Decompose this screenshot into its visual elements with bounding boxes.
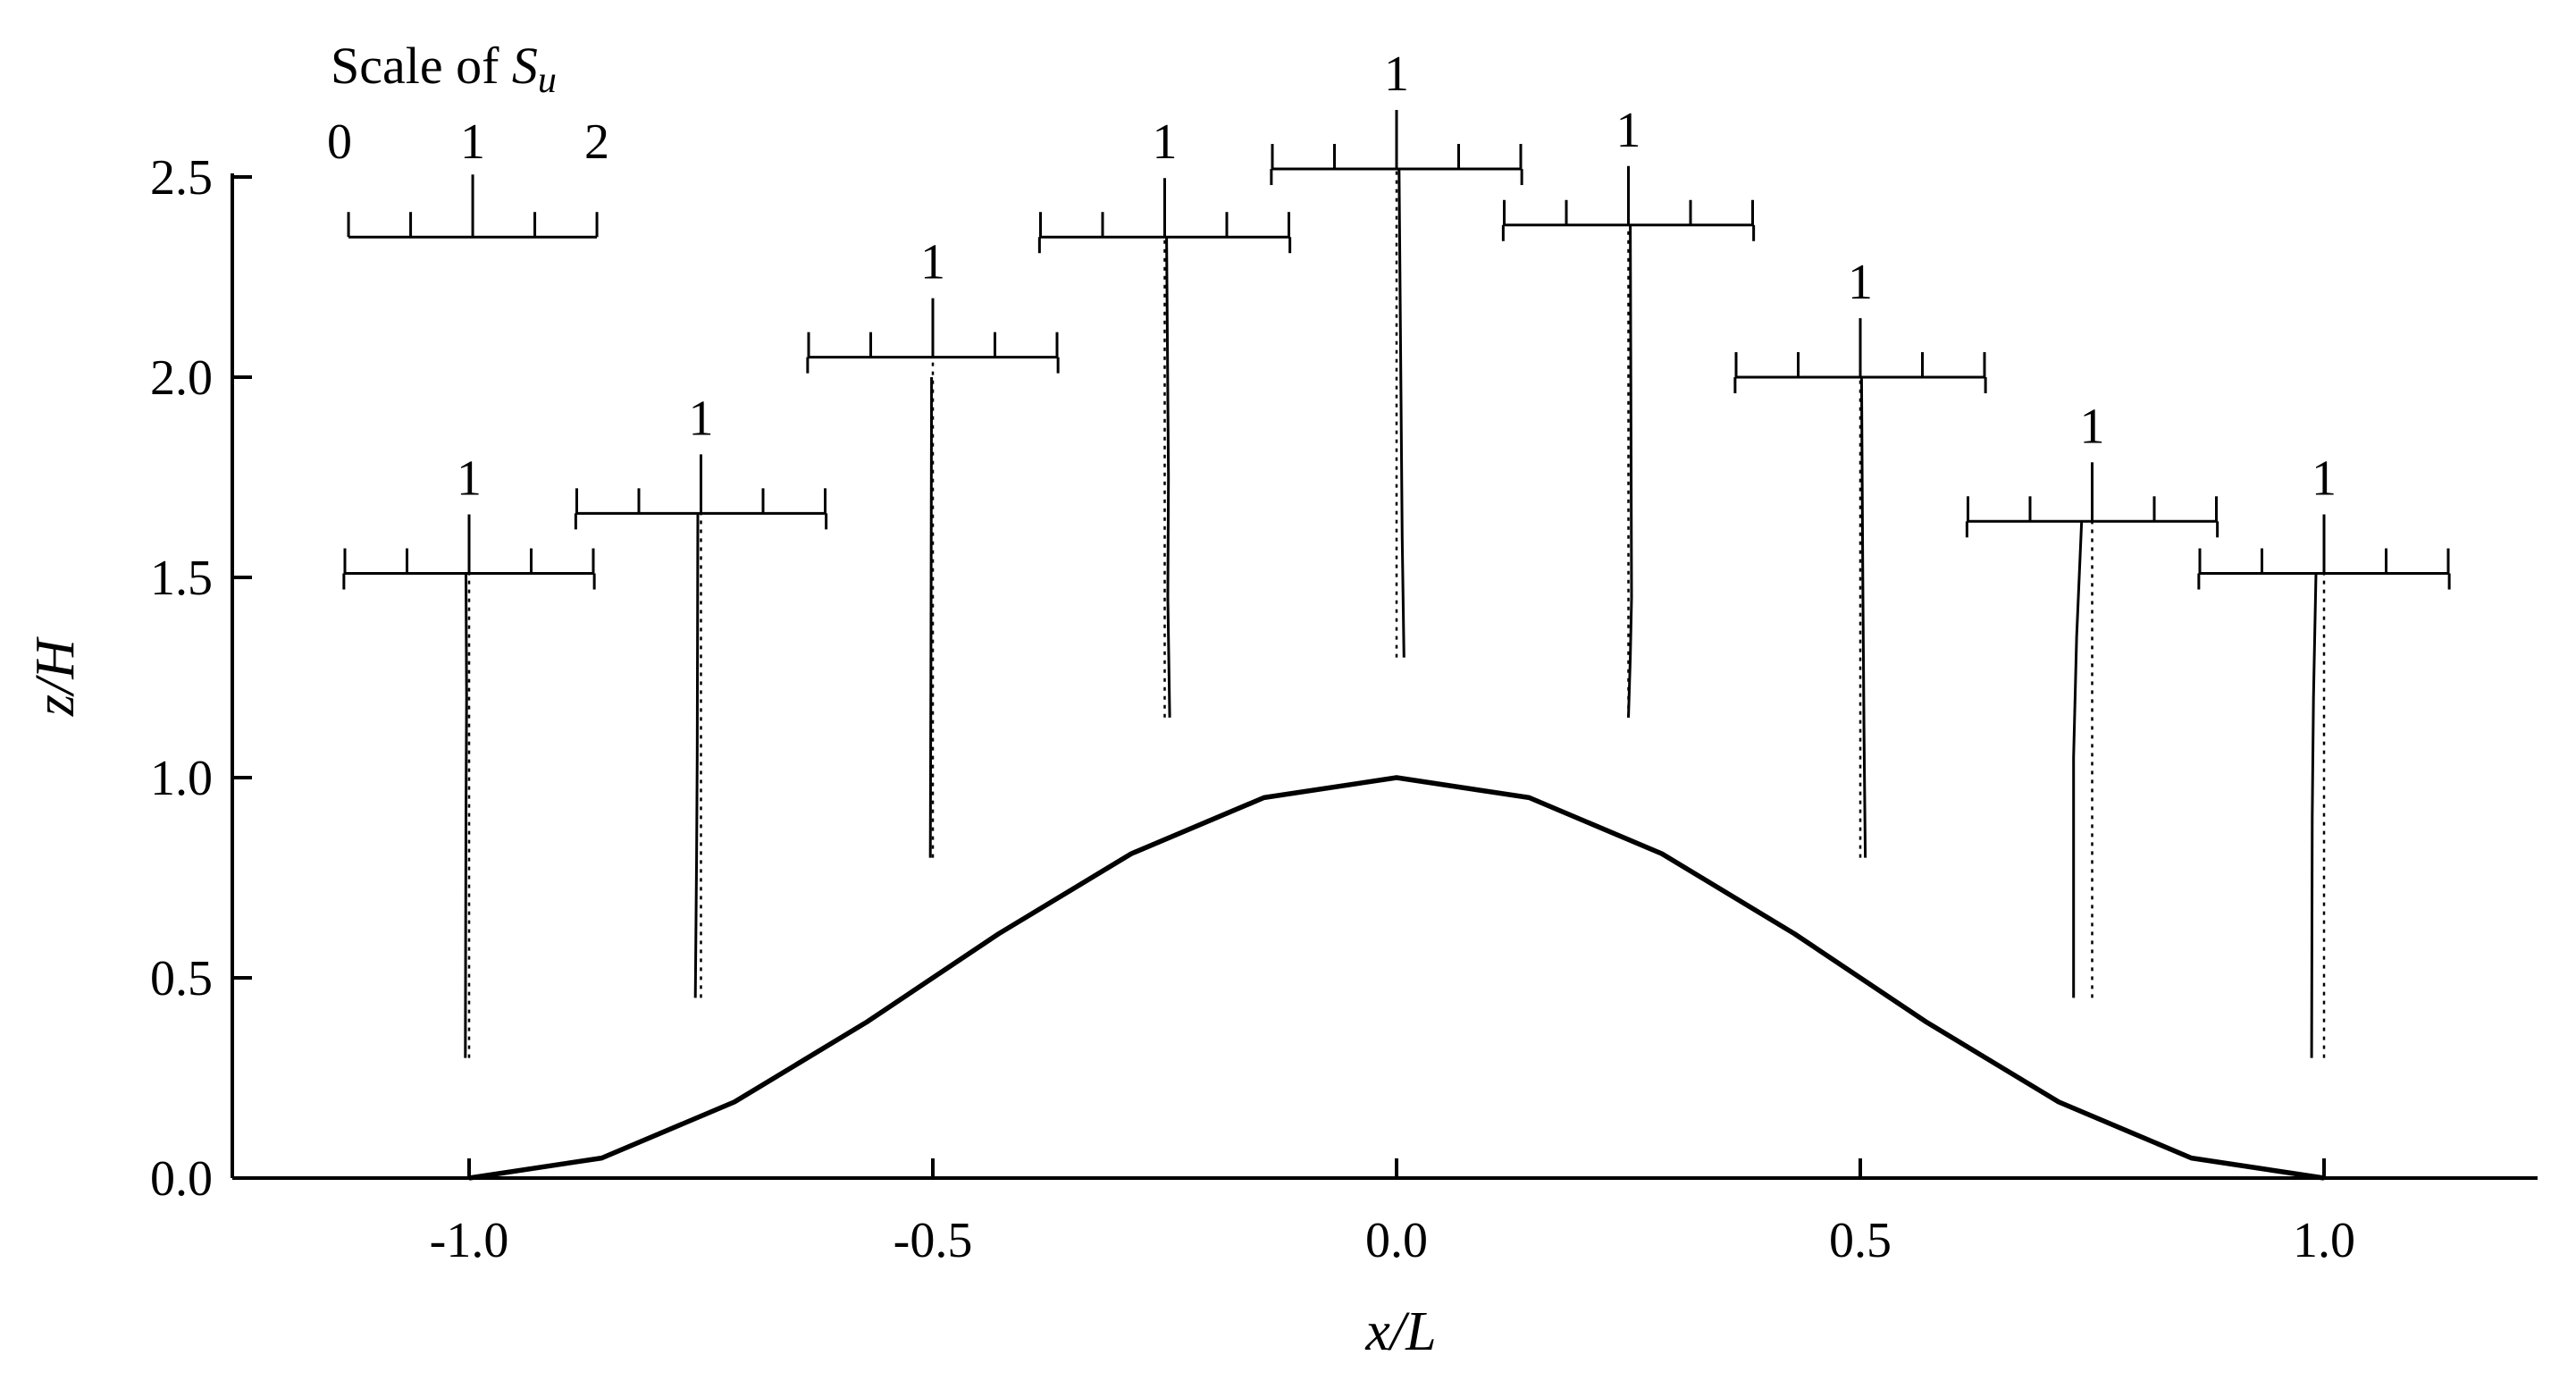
profile-scale-label: 1 [920,235,945,290]
y-tick-label: 0.5 [150,951,213,1006]
profile-su-curve [1397,168,1405,658]
profile-3: 1 [806,235,1060,858]
profile-su-curve [2310,573,2318,1058]
profile-7: 1 [1733,255,1987,858]
profile-su-curve [928,376,934,858]
y-tick-label: 2.5 [150,150,213,206]
y-tick-label: 2.0 [150,350,213,406]
scale-legend-title-symbol: S [512,37,538,95]
profile-9: 1 [2197,451,2451,1058]
profile-scale-label: 1 [2080,399,2105,454]
profile-4: 1 [1037,114,1292,718]
profile-scale-label: 1 [1616,103,1641,158]
x-tick-label: -0.5 [894,1213,973,1268]
y-tick-label: 1.5 [150,551,213,606]
x-axis-title: x/L [1364,1301,1436,1362]
y-tick-label: 0.0 [150,1151,213,1207]
scale-legend-tick-label: 2 [584,114,609,170]
profile-6: 1 [1501,103,1756,718]
y-tick-label: 1.0 [150,751,213,806]
x-tick-label: -1.0 [430,1213,509,1268]
profile-su-curve [693,513,700,998]
profile-1: 1 [342,451,596,1058]
profile-scale-label: 1 [1153,114,1178,170]
profile-su-curve [2072,521,2084,998]
profile-scale-label: 1 [689,391,714,446]
scale-legend-group: 0 1 2 Scale of Su [327,37,609,239]
scale-legend-title-prefix: Scale of [331,37,512,95]
profile-scale-label: 1 [2312,451,2337,507]
hill-group [468,775,2325,1181]
scale-legend-tick-label: 0 [327,114,352,170]
profiles-group: 1 1 1 1 1 1 1 1 1 [342,46,2451,1058]
profile-8: 1 [1965,399,2219,998]
profile-scale-label: 1 [1848,255,1873,310]
hill-surface-line [468,775,2325,1181]
profile-su-curve [1859,376,1867,858]
y-axis-title: z/H [25,636,86,717]
x-tick-label: 1.0 [2293,1213,2355,1268]
profile-scale-label: 1 [457,451,482,507]
profile-su-curve [1165,237,1171,718]
profile-scale-label: 1 [1384,46,1409,102]
profile-5: 1 [1270,46,1523,658]
axes-group: -1.0 -0.5 0.0 0.5 1.0 0.0 0.5 1.0 1.5 2.0 2.5 x/L z/… [25,150,2538,1362]
scale-legend-tick-label: 1 [460,114,485,170]
scale-legend-title: Scale of Su [331,37,557,101]
profile-su-curve [1627,224,1633,718]
x-tick-label: 0.0 [1365,1213,1428,1268]
scale-legend-title-subscript: u [538,60,557,101]
profile-2: 1 [574,391,828,998]
x-tick-label: 0.5 [1829,1213,1892,1268]
